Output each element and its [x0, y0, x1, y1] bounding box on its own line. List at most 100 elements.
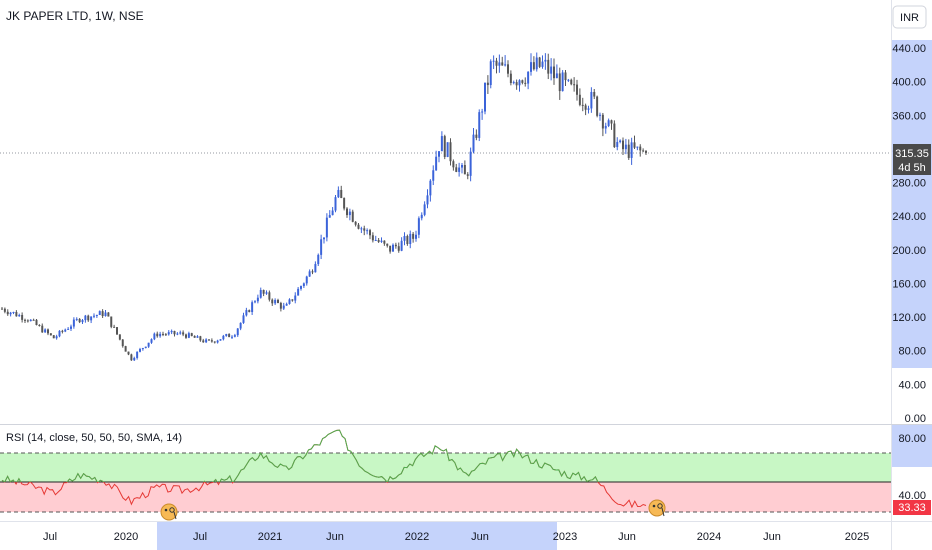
last-price-badge [893, 144, 931, 175]
candle-body [32, 319, 35, 321]
candle-body [578, 94, 581, 105]
time-axis-label: Jun [326, 531, 344, 543]
candle-body [75, 318, 78, 320]
rsi-oversold-band [0, 482, 891, 512]
candle-body [547, 59, 550, 74]
candle-body [26, 320, 29, 322]
candle-body [196, 336, 199, 338]
time-axis-label: Jun [471, 531, 489, 543]
candle-body [182, 332, 185, 335]
time-axis-label: 2024 [697, 531, 721, 543]
candle-body [472, 134, 475, 152]
candle-body [524, 82, 527, 84]
last-price-value: 315.35 [895, 148, 929, 160]
candle-body [150, 339, 153, 343]
candle-body [343, 198, 346, 209]
candle-body [98, 311, 101, 315]
face-sticker-left [160, 503, 178, 521]
candle-body [139, 349, 141, 352]
chart-title: JK PAPER LTD, 1W, NSE [6, 9, 144, 23]
candle-body [239, 322, 242, 329]
price-tick-label: 160.00 [892, 278, 926, 290]
candle-body [124, 346, 127, 352]
candle-body [567, 79, 570, 81]
candle-body [12, 311, 15, 313]
currency-button[interactable] [892, 5, 927, 29]
candle-body [360, 228, 363, 230]
candle-body [392, 244, 394, 252]
candle-body [495, 60, 498, 66]
candle-body [371, 235, 374, 241]
rsi-overbought-band [0, 453, 891, 482]
candle-body [622, 140, 624, 150]
candlestick-series [1, 52, 647, 362]
candle-body [596, 96, 599, 116]
candle-body [461, 165, 463, 168]
candle-body [616, 141, 619, 148]
candle-body [81, 320, 84, 323]
price-tick-label: 360.00 [892, 110, 926, 122]
currency-label: INR [900, 12, 919, 24]
candle-body [357, 224, 360, 229]
candle-body [440, 136, 443, 152]
candle-body [259, 289, 262, 298]
candle-body [90, 316, 93, 321]
candle-body [400, 240, 403, 251]
candle-body [167, 332, 170, 335]
candle-body [412, 233, 415, 239]
candle-body [325, 217, 328, 238]
rsi-tick-40: 40.00 [898, 490, 926, 502]
candle-body [156, 333, 159, 337]
candle-body [9, 312, 12, 315]
candle-body [590, 91, 593, 109]
candle-body [521, 80, 524, 83]
candle-body [576, 84, 578, 95]
candle-body [489, 61, 492, 86]
candle-body [633, 142, 636, 148]
candle-body [619, 140, 622, 142]
candle-body [193, 335, 196, 338]
candle-body [544, 59, 547, 62]
candle-body [38, 325, 41, 327]
candle-body [3, 308, 6, 312]
candle-body [47, 329, 49, 334]
candle-body [532, 62, 535, 70]
candle-body [121, 339, 124, 347]
candle-body [627, 144, 630, 158]
candle-body [636, 146, 639, 148]
candle-body [187, 333, 190, 338]
candle-body [110, 316, 113, 327]
candle-body [41, 325, 44, 333]
candle-body [61, 330, 64, 332]
candle-body [639, 146, 642, 151]
candle-body [6, 311, 9, 315]
candle-body [24, 319, 26, 321]
candle-body [29, 319, 32, 322]
candle-body [58, 330, 61, 337]
candle-body [104, 312, 107, 317]
candle-body [130, 354, 133, 361]
candle-body [222, 335, 225, 340]
candle-body [504, 64, 507, 66]
candle-body [107, 312, 110, 317]
candle-body [406, 236, 409, 244]
rsi-value: 33.33 [898, 502, 926, 514]
candle-body [170, 330, 173, 333]
price-tick-label: 80.00 [898, 346, 926, 358]
candle-body [44, 329, 47, 333]
candle-body [127, 351, 130, 355]
candle-body [584, 105, 587, 110]
candle-body [15, 311, 18, 317]
candle-body [208, 339, 210, 341]
candle-body [231, 336, 233, 338]
candle-body [314, 264, 317, 273]
candle-body [555, 73, 558, 79]
candle-body [377, 240, 380, 242]
candle-body [466, 174, 469, 176]
candle-body [607, 120, 610, 126]
candle-body [599, 114, 601, 116]
candle-body [277, 299, 279, 303]
rsi-indicator-label[interactable]: RSI (14, close, 50, 50, 50, SMA, 14) [6, 432, 182, 444]
candle-body [420, 214, 423, 219]
